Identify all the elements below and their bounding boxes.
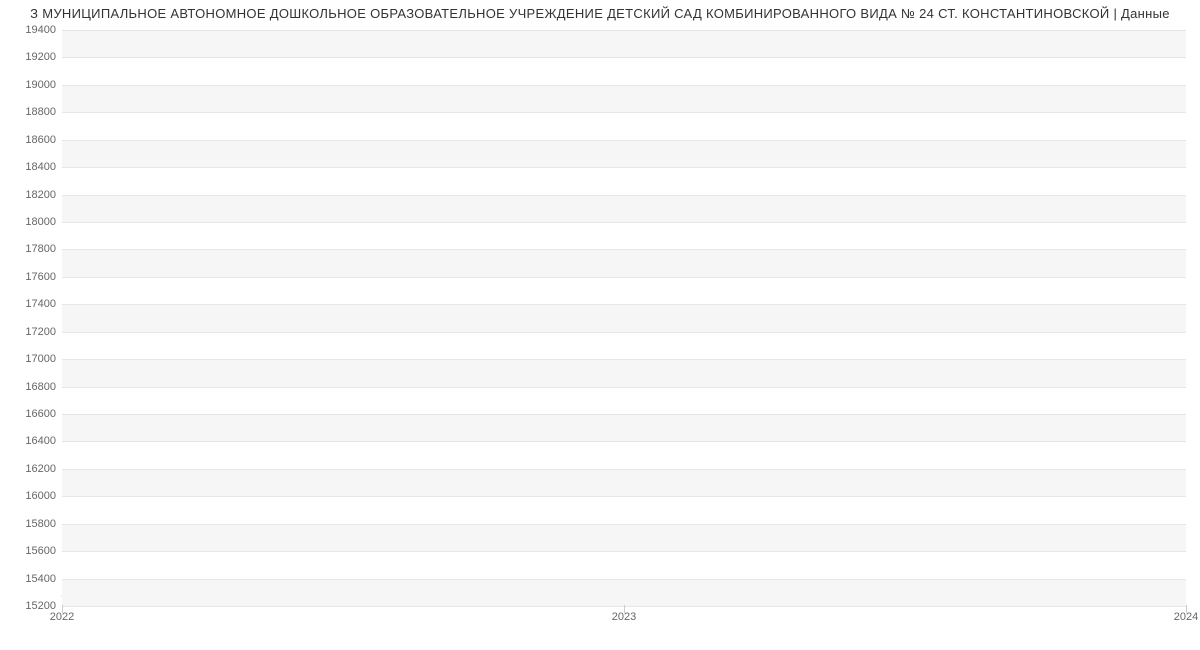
y-tick-label: 17200	[25, 326, 56, 338]
grid-line	[62, 57, 1186, 58]
grid-line	[62, 551, 1186, 552]
grid-band	[62, 579, 1186, 606]
grid-band	[62, 551, 1186, 578]
grid-line	[62, 167, 1186, 168]
grid-band	[62, 30, 1186, 57]
grid-line	[62, 277, 1186, 278]
grid-line	[62, 469, 1186, 470]
grid-band	[62, 441, 1186, 468]
grid-line	[62, 140, 1186, 141]
y-tick-label: 18000	[25, 216, 56, 228]
grid-line	[62, 414, 1186, 415]
grid-band	[62, 414, 1186, 441]
grid-band	[62, 167, 1186, 194]
y-tick-label: 15400	[25, 573, 56, 585]
grid-line	[62, 496, 1186, 497]
y-tick-label: 15600	[25, 545, 56, 557]
grid-line	[62, 387, 1186, 388]
grid-band	[62, 277, 1186, 304]
y-tick-label: 18600	[25, 134, 56, 146]
grid-band	[62, 496, 1186, 523]
y-tick-label: 17600	[25, 271, 56, 283]
grid-line	[62, 249, 1186, 250]
grid-band	[62, 387, 1186, 414]
grid-line	[62, 30, 1186, 31]
y-tick-label: 16600	[25, 408, 56, 420]
grid-band	[62, 332, 1186, 359]
grid-band	[62, 140, 1186, 167]
x-tick-label: 2023	[612, 611, 636, 623]
grid-band	[62, 359, 1186, 386]
grid-line	[62, 195, 1186, 196]
grid-band	[62, 57, 1186, 84]
chart-container: З МУНИЦИПАЛЬНОЕ АВТОНОМНОЕ ДОШКОЛЬНОЕ ОБ…	[0, 0, 1200, 650]
chart-title: З МУНИЦИПАЛЬНОЕ АВТОНОМНОЕ ДОШКОЛЬНОЕ ОБ…	[0, 6, 1200, 21]
y-tick-label: 16400	[25, 435, 56, 447]
y-tick-label: 15800	[25, 518, 56, 530]
grid-band	[62, 469, 1186, 496]
grid-line	[62, 112, 1186, 113]
y-tick-label: 18400	[25, 161, 56, 173]
grid-line	[62, 85, 1186, 86]
grid-line	[62, 359, 1186, 360]
grid-band	[62, 222, 1186, 249]
y-tick-label: 16800	[25, 381, 56, 393]
x-tick-label: 2024	[1174, 611, 1198, 623]
y-tick-label: 18200	[25, 189, 56, 201]
y-tick-label: 19200	[25, 51, 56, 63]
grid-band	[62, 195, 1186, 222]
grid-band	[62, 112, 1186, 139]
x-tick-label: 2022	[50, 611, 74, 623]
grid-line	[62, 332, 1186, 333]
grid-line	[62, 222, 1186, 223]
y-tick-label: 18800	[25, 106, 56, 118]
grid-line	[62, 441, 1186, 442]
grid-band	[62, 85, 1186, 112]
y-tick-label: 16000	[25, 490, 56, 502]
grid-line	[62, 579, 1186, 580]
grid-band	[62, 304, 1186, 331]
grid-band	[62, 249, 1186, 276]
y-tick-label: 17800	[25, 243, 56, 255]
y-tick-label: 19000	[25, 79, 56, 91]
plot-area: 1520015400156001580016000162001640016600…	[62, 30, 1186, 606]
grid-line	[62, 304, 1186, 305]
y-tick-label: 17400	[25, 298, 56, 310]
y-tick-label: 17000	[25, 353, 56, 365]
y-tick-label: 19400	[25, 24, 56, 36]
grid-band	[62, 524, 1186, 551]
y-tick-label: 16200	[25, 463, 56, 475]
grid-line	[62, 524, 1186, 525]
